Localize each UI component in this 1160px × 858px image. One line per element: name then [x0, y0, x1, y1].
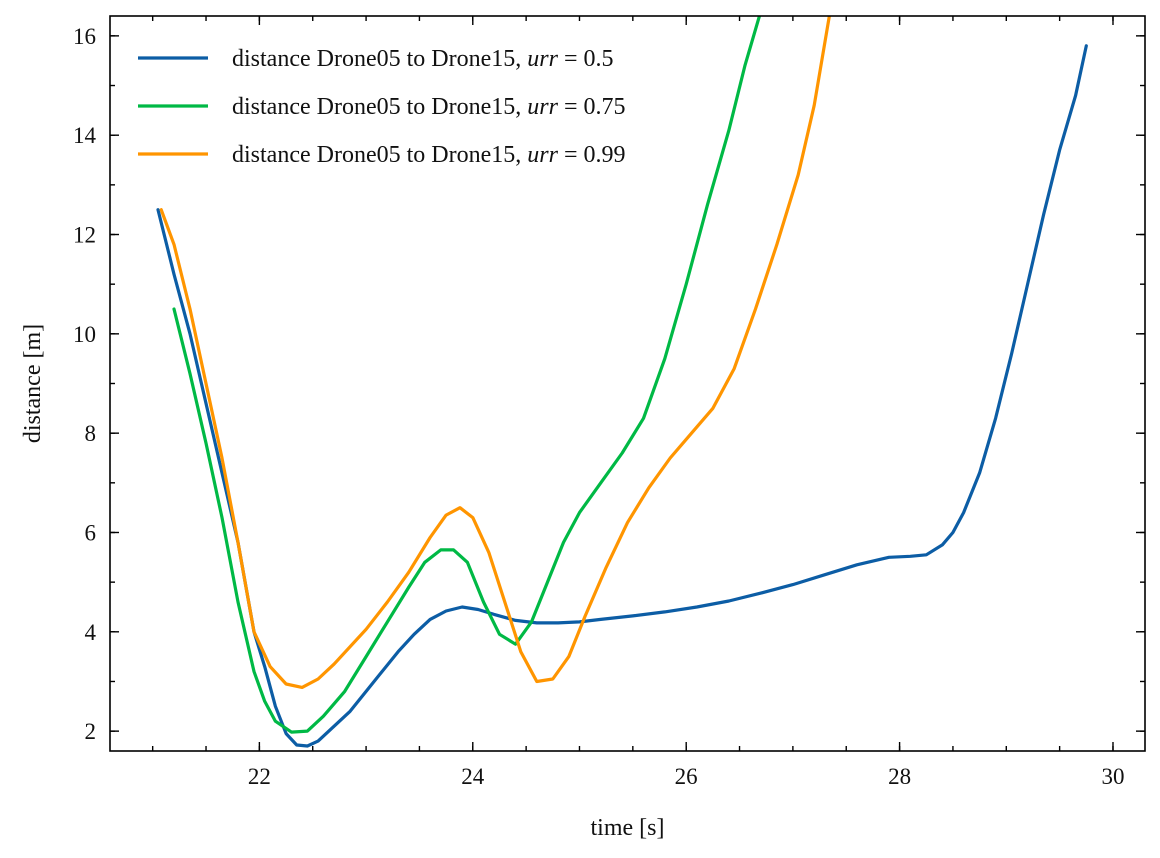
series-line-2: [159, 16, 831, 690]
series-line-0: [156, 44, 1088, 748]
x-axis-label: time [s]: [591, 815, 665, 841]
plot-border: [109, 15, 1146, 752]
legend-entry-0: distance Drone05 to Drone15, urr = 0.5: [232, 46, 614, 72]
x-tick-label: 22: [248, 764, 271, 789]
series-layer: [156, 16, 1088, 748]
x-tick-label: 24: [461, 764, 485, 789]
legend: distance Drone05 to Drone15, urr = 0.5 di…: [138, 46, 626, 168]
y-axis-label: distance [m]: [20, 324, 46, 443]
y-tick-label: 2: [85, 719, 97, 744]
x-tick-label: 30: [1101, 764, 1124, 789]
x-tick-label: 26: [675, 764, 698, 789]
series-line-1: [172, 16, 762, 734]
y-tick-label: 14: [73, 123, 97, 148]
y-tick-label: 6: [85, 520, 97, 545]
plot-frame: [109, 15, 1146, 752]
y-tick-label: 8: [85, 421, 97, 446]
legend-entry-2: distance Drone05 to Drone15, urr = 0.99: [232, 142, 626, 168]
y-tick-label: 16: [73, 24, 96, 49]
y-tick-label: 10: [73, 322, 96, 347]
y-tick-label: 12: [73, 223, 96, 248]
y-tick-label: 4: [85, 620, 97, 645]
legend-entry-1: distance Drone05 to Drone15, urr = 0.75: [232, 94, 626, 120]
x-tick-label: 28: [888, 764, 911, 789]
